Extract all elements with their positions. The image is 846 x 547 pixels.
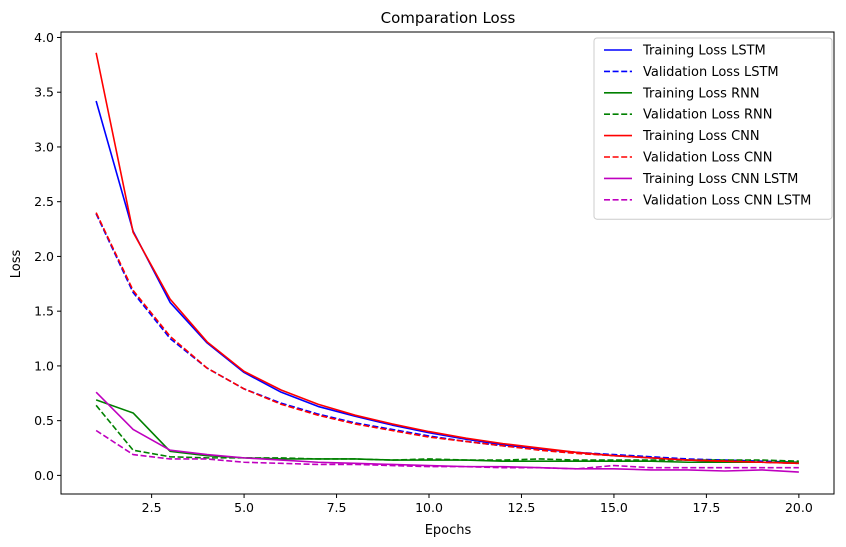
legend-label-1: Validation Loss LSTM bbox=[643, 65, 779, 80]
y-tick-label: 0.5 bbox=[34, 413, 54, 428]
plot-frame bbox=[60, 31, 835, 495]
legend-label-7: Validation Loss CNN LSTM bbox=[643, 193, 811, 208]
x-tick-label: 20.0 bbox=[785, 500, 813, 515]
y-tick-label: 2.5 bbox=[34, 194, 54, 209]
series-line-7 bbox=[95, 429, 799, 470]
x-tick-label: 17.5 bbox=[692, 500, 720, 515]
legend-label-2: Training Loss RNN bbox=[642, 86, 760, 101]
legend-label-5: Validation Loss CNN bbox=[643, 151, 773, 166]
y-tick-label: 2.0 bbox=[34, 249, 54, 264]
legend-label-0: Training Loss LSTM bbox=[642, 44, 766, 59]
series-line-5 bbox=[95, 212, 799, 465]
x-tick-label: 5.0 bbox=[234, 500, 254, 515]
y-tick-label: 4.0 bbox=[34, 30, 54, 45]
series-line-6 bbox=[95, 391, 799, 473]
x-tick-label: 7.5 bbox=[327, 500, 347, 515]
x-tick-label: 15.0 bbox=[600, 500, 628, 515]
legend-box bbox=[593, 37, 833, 220]
plot-area: 2.5 5.0 7.5 10.0 12.5 15.0 17.5 20.0 0.0 0.5 1.0 1.… bbox=[34, 30, 835, 515]
y-tick-label: 3.5 bbox=[34, 85, 54, 100]
legend-label-3: Validation Loss RNN bbox=[643, 108, 772, 123]
x-axis-label: Epochs bbox=[425, 523, 472, 538]
legend-label-4: Training Loss CNN bbox=[642, 129, 760, 144]
x-tick-label: 10.0 bbox=[415, 500, 443, 515]
x-tick-label: 2.5 bbox=[142, 500, 162, 515]
y-axis-label: Loss bbox=[9, 250, 24, 279]
y-tick-label: 0.0 bbox=[34, 468, 54, 483]
chart-title: Comparation Loss bbox=[381, 9, 516, 27]
legend-label-6: Training Loss CNN LSTM bbox=[642, 172, 798, 187]
y-tick-label: 1.0 bbox=[34, 358, 54, 373]
legend: Training Loss LSTM Validation Loss LSTM Tr… bbox=[593, 37, 833, 220]
x-tick-label: 12.5 bbox=[508, 500, 536, 515]
y-tick-label: 3.0 bbox=[34, 139, 54, 154]
y-tick-label: 1.5 bbox=[34, 304, 54, 319]
